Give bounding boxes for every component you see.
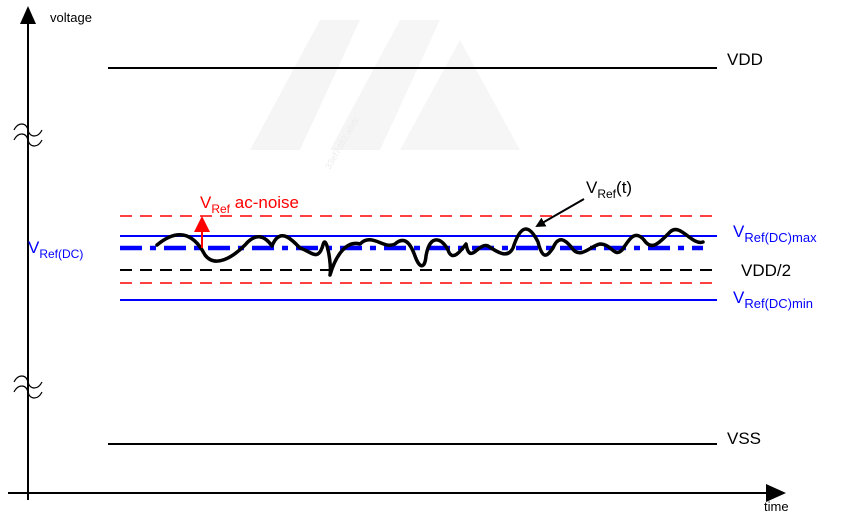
vref-dc-max-label: VRef(DC)max: [733, 222, 817, 245]
watermark: 33ef7d82:a6dc: [250, 20, 520, 171]
y-axis-arrowhead: [20, 6, 36, 24]
y-axis-label: voltage: [50, 10, 92, 25]
vref-dc-label: VRef(DC): [28, 238, 83, 261]
ac-noise-arrowhead: [194, 216, 210, 232]
x-axis-label: time: [764, 499, 789, 512]
vref-t-pointer-arrow: [537, 199, 584, 226]
vref-dc-min-label: VRef(DC)min: [733, 288, 813, 311]
ac-noise-label: VRef ac-noise: [200, 193, 299, 216]
vdd-half-label: VDD/2: [741, 261, 791, 280]
vss-label: VSS: [727, 429, 761, 448]
vref-t-label: VRef(t): [586, 178, 632, 201]
vdd-label: VDD: [727, 50, 763, 69]
